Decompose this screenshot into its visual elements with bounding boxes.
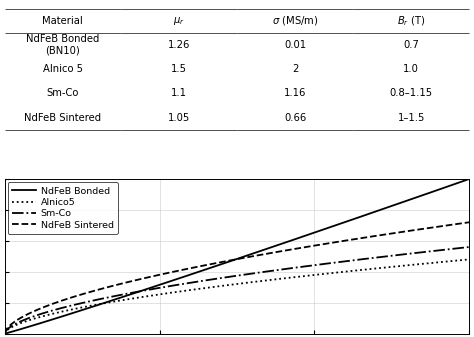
Sm-Co <box>121 292 127 296</box>
Legend: NdFeB Bonded, Alnico5, Sm-Co, NdFeB Sintered: NdFeB Bonded, Alnico5, Sm-Co, NdFeB Sint… <box>8 182 118 234</box>
NdFeB Bonded <box>121 295 127 299</box>
Alnico5 <box>276 277 282 281</box>
Sm-Co <box>466 245 472 249</box>
Alnico5 <box>2 332 8 336</box>
Sm-Co <box>352 258 357 262</box>
Sm-Co <box>2 332 8 336</box>
NdFeB Sintered <box>2 332 8 336</box>
NdFeB Bonded <box>276 243 282 247</box>
Line: Sm-Co: Sm-Co <box>5 247 469 334</box>
Sm-Co <box>276 268 282 272</box>
Alnico5 <box>84 304 90 308</box>
NdFeB Bonded <box>2 332 8 336</box>
Alnico5 <box>312 273 318 277</box>
Alnico5 <box>466 257 472 262</box>
NdFeB Sintered <box>352 237 357 241</box>
Line: Alnico5: Alnico5 <box>5 259 469 334</box>
Alnico5 <box>121 298 127 302</box>
Alnico5 <box>352 269 357 273</box>
NdFeB Bonded <box>352 217 357 221</box>
Line: NdFeB Bonded: NdFeB Bonded <box>5 179 469 334</box>
NdFeB Sintered <box>312 244 318 248</box>
NdFeB Sintered <box>212 261 218 265</box>
NdFeB Sintered <box>466 220 472 224</box>
NdFeB Bonded <box>466 177 472 181</box>
NdFeB Bonded <box>312 231 318 235</box>
NdFeB Sintered <box>84 291 90 295</box>
NdFeB Bonded <box>212 264 218 268</box>
Sm-Co <box>212 277 218 281</box>
NdFeB Sintered <box>276 250 282 254</box>
Line: NdFeB Sintered: NdFeB Sintered <box>5 222 469 334</box>
NdFeB Sintered <box>121 281 127 285</box>
Sm-Co <box>312 263 318 267</box>
NdFeB Bonded <box>84 307 90 311</box>
Sm-Co <box>84 300 90 304</box>
Alnico5 <box>212 285 218 289</box>
